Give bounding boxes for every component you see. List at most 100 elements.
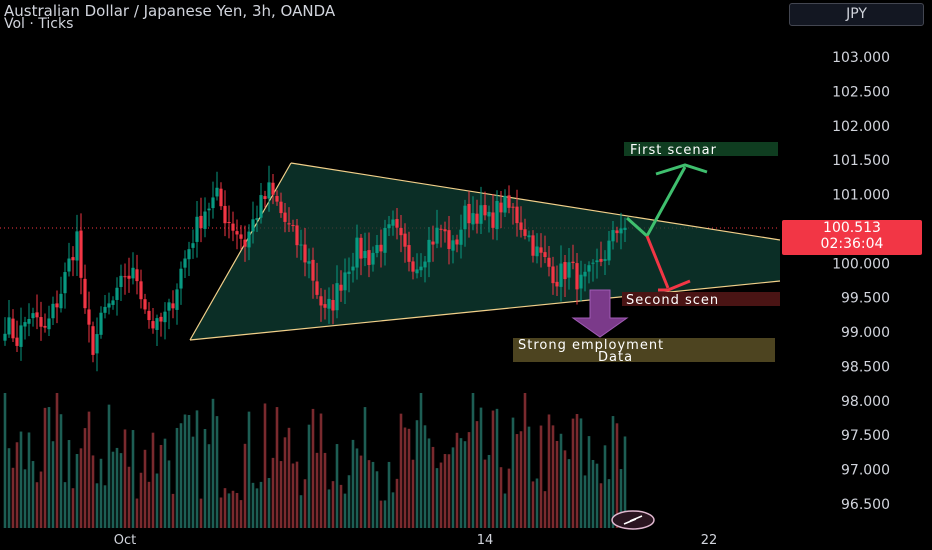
- second-scenario-arrowhead: [658, 279, 691, 292]
- volume-bar: [111, 451, 115, 528]
- candle-body: [191, 243, 195, 248]
- candle-body: [439, 228, 443, 230]
- volume-bar: [355, 448, 359, 528]
- price-tick-label: 103.000: [832, 50, 890, 66]
- volume-bar: [179, 423, 183, 528]
- lightning-circle-icon[interactable]: [611, 510, 655, 530]
- bar-countdown: 02:36:04: [820, 236, 884, 252]
- time-tick-label: 22: [701, 533, 718, 548]
- candle-body: [355, 237, 359, 268]
- volume-bar: [431, 446, 435, 528]
- volume-bar: [343, 493, 347, 528]
- candle-body: [527, 235, 531, 238]
- volume-bar: [563, 450, 567, 528]
- candle-body: [71, 257, 75, 261]
- triangle-fill: [190, 163, 780, 340]
- candle-body: [95, 334, 99, 354]
- currency-selector[interactable]: JPY: [789, 3, 924, 26]
- candle-body: [523, 229, 527, 236]
- candle-body: [411, 261, 415, 272]
- candle-body: [307, 261, 311, 264]
- volume-bar: [459, 438, 463, 528]
- candle-body: [339, 284, 343, 291]
- candle-body: [103, 306, 107, 313]
- candle-body: [43, 325, 47, 328]
- volume-bar: [427, 438, 431, 528]
- candle-body: [315, 281, 319, 295]
- candle-body: [219, 188, 223, 207]
- candle-body: [107, 303, 111, 308]
- candle-body: [223, 205, 227, 224]
- candle-body: [311, 259, 315, 281]
- candle-body: [579, 274, 583, 289]
- volume-bar: [175, 427, 179, 528]
- volume-bar: [99, 458, 103, 528]
- price-tick-label: 98.500: [841, 359, 890, 375]
- volume-bar: [403, 427, 407, 528]
- volume-bar: [263, 403, 267, 528]
- volume-bar: [439, 462, 443, 528]
- volume-bar: [23, 469, 27, 528]
- volume-bar: [79, 448, 83, 528]
- candle-body: [379, 244, 383, 252]
- time-tick-label: 14: [477, 533, 494, 548]
- candle-body: [419, 266, 423, 271]
- volume-bar: [359, 455, 363, 528]
- volume-bar: [491, 410, 495, 528]
- candle-body: [167, 302, 171, 311]
- volume-bar: [303, 479, 307, 528]
- candle-body: [291, 225, 295, 227]
- volume-bar: [335, 444, 339, 528]
- volume-bar: [539, 425, 543, 528]
- volume-bar: [295, 461, 299, 528]
- candle-body: [183, 258, 187, 268]
- candle-body: [519, 222, 523, 230]
- price-tick-label: 101.500: [832, 153, 890, 169]
- candle-body: [363, 250, 367, 259]
- candle-body: [531, 235, 535, 256]
- candle-body: [239, 234, 243, 239]
- candle-body: [491, 212, 495, 228]
- volume-bar: [7, 448, 11, 528]
- candle-body: [587, 265, 591, 272]
- volume-bar: [547, 414, 551, 528]
- volume-bar: [471, 393, 475, 528]
- volume-bar: [3, 393, 7, 528]
- volume-bar: [351, 439, 355, 528]
- volume-bar: [391, 492, 395, 528]
- candle-body: [267, 182, 271, 199]
- volume-bar: [255, 488, 259, 528]
- price-axis: 103.000102.500102.000101.500101.000100.5…: [832, 50, 890, 513]
- volume-bar: [291, 463, 295, 528]
- first-scenario-arrowhead: [655, 163, 708, 176]
- candle-body: [427, 239, 431, 263]
- candle-body: [435, 227, 439, 244]
- volume-bar: [571, 418, 575, 528]
- candle-body: [247, 231, 251, 248]
- volume-bar: [75, 453, 79, 528]
- volume-bar: [59, 414, 63, 528]
- candle-body: [387, 224, 391, 229]
- candle-body: [195, 216, 199, 242]
- candle-body: [443, 229, 447, 232]
- volume-bar: [187, 415, 191, 528]
- candle-body: [395, 219, 399, 228]
- candle-body: [351, 266, 355, 271]
- candle-body: [615, 230, 619, 234]
- candle-body: [55, 303, 59, 308]
- candle-body: [499, 202, 503, 213]
- candle-body: [99, 312, 103, 335]
- volume-bar: [171, 493, 175, 528]
- volume-indicator-label[interactable]: Vol · Ticks: [4, 16, 74, 32]
- volume-bar: [231, 490, 235, 528]
- candle-body: [79, 230, 83, 278]
- candle-body: [591, 262, 595, 264]
- candle-body: [595, 260, 599, 263]
- volume-bar: [11, 467, 15, 528]
- volume-bar: [135, 498, 139, 528]
- volume-bar: [475, 421, 479, 528]
- volume-bar: [139, 472, 143, 528]
- candle-body: [391, 219, 395, 226]
- candle-body: [127, 275, 131, 279]
